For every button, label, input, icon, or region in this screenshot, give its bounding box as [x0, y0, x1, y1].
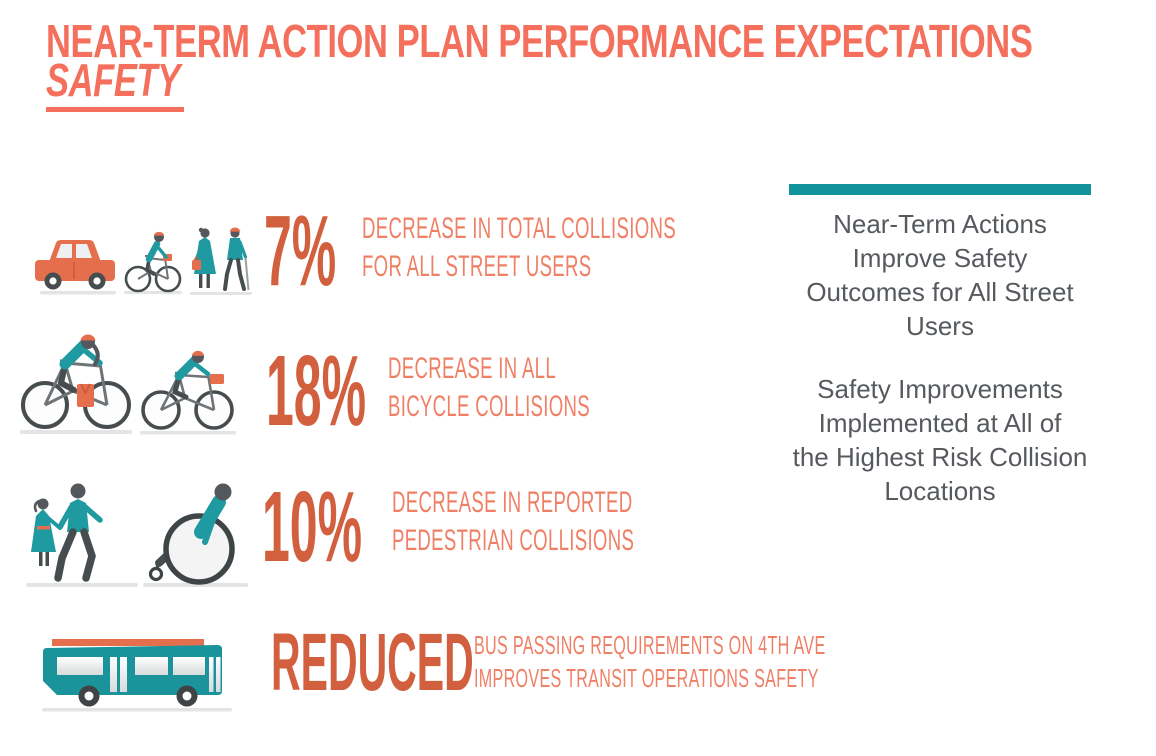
- cyclists-icon-group: [20, 333, 236, 435]
- elderly-pedestrians-icon: [190, 227, 252, 295]
- stat-value-bicycle-collisions: 18%: [266, 335, 367, 447]
- sidebar-note-safety-improvements: Safety Improvements Implemented at All o…: [792, 374, 1088, 506]
- stat-desc-bus-passing: BUS PASSING REQUIREMENTS ON 4TH AVE IMPR…: [474, 630, 826, 693]
- pedestrians-icon-group: [26, 470, 248, 590]
- page-subtitle-text: SAFETY: [46, 57, 185, 112]
- page-title: NEAR-TERM ACTION PLAN PERFORMANCE EXPECT…: [46, 18, 1156, 64]
- car-icon: [35, 240, 116, 295]
- cyclist-with-basket-icon: [140, 350, 236, 435]
- stat-value-pedestrian-collisions: 10%: [262, 471, 363, 583]
- street-users-icon-group: [34, 224, 252, 296]
- teal-divider: [789, 184, 1091, 195]
- transit-icon-group: [40, 638, 234, 712]
- cyclist-with-pannier-icon: [20, 334, 132, 434]
- stat-desc-pedestrian-collisions: DECREASE IN REPORTED PEDESTRIAN COLLISIO…: [392, 486, 635, 557]
- page-subtitle: SAFETY: [46, 57, 230, 112]
- wheelchair-user-icon: [143, 483, 248, 587]
- stat-value-bus-passing: REDUCED: [271, 617, 474, 708]
- bus-icon: [42, 639, 232, 712]
- stat-value-total-collisions: 7%: [264, 195, 337, 307]
- sidebar-note-safety-outcomes: Near-Term Actions Improve Safety Outcome…: [806, 209, 1074, 341]
- page-title-text: NEAR-TERM ACTION PLAN PERFORMANCE EXPECT…: [46, 15, 1033, 67]
- stat-desc-total-collisions: DECREASE IN TOTAL COLLISIONS FOR ALL STR…: [362, 212, 676, 283]
- cyclist-icon: [124, 231, 182, 294]
- family-walking-icon: [26, 483, 138, 587]
- stat-desc-bicycle-collisions: DECREASE IN ALL BICYCLE COLLISIONS: [388, 352, 590, 423]
